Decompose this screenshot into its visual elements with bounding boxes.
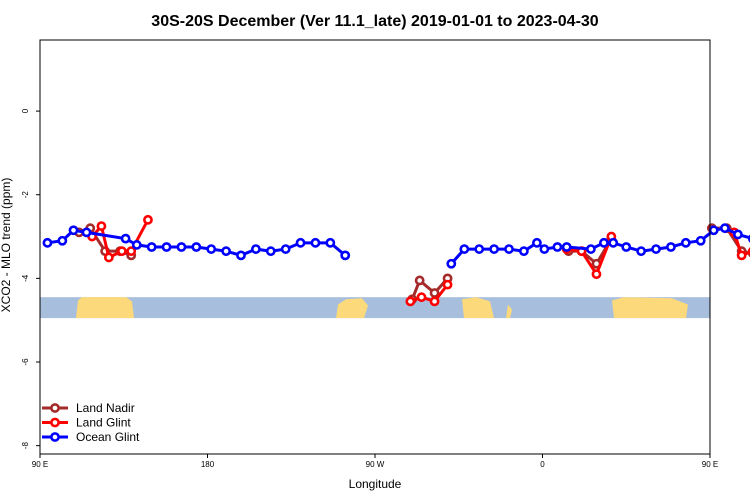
data-point bbox=[719, 223, 730, 234]
data-point bbox=[325, 237, 336, 248]
data-point bbox=[120, 233, 131, 244]
data-point bbox=[42, 237, 53, 248]
y-tick-label: -2 bbox=[21, 191, 30, 199]
x-tick-label: 90 E bbox=[32, 460, 48, 469]
data-point bbox=[414, 275, 425, 286]
legend-marker bbox=[50, 417, 60, 428]
data-point bbox=[206, 244, 217, 254]
data-point bbox=[236, 250, 246, 261]
data-point bbox=[131, 240, 142, 250]
data-point bbox=[504, 244, 514, 254]
series-line bbox=[566, 235, 613, 278]
land-shape bbox=[76, 297, 134, 319]
data-point bbox=[405, 296, 416, 307]
data-point bbox=[116, 246, 127, 257]
data-point bbox=[295, 237, 306, 248]
data-point bbox=[695, 235, 706, 246]
series-land-nadir bbox=[74, 223, 750, 305]
map-strip-land bbox=[76, 297, 688, 319]
data-point bbox=[736, 250, 747, 261]
data-point bbox=[96, 221, 107, 231]
data-point bbox=[57, 235, 68, 246]
data-point bbox=[651, 244, 661, 254]
data-point bbox=[429, 296, 440, 307]
legend-marker bbox=[50, 403, 60, 413]
legend-marker bbox=[50, 432, 60, 442]
data-point bbox=[442, 279, 453, 290]
data-point bbox=[599, 237, 609, 248]
map-strip-ocean bbox=[40, 297, 710, 319]
data-point bbox=[459, 244, 470, 254]
y-tick-label: -6 bbox=[21, 358, 30, 366]
data-point bbox=[265, 246, 276, 257]
data-point bbox=[561, 242, 572, 252]
data-point bbox=[250, 244, 261, 254]
series-ocean-glint bbox=[42, 223, 750, 269]
series-line bbox=[732, 231, 750, 258]
y-tick-label: -8 bbox=[21, 442, 30, 450]
data-point bbox=[146, 242, 157, 252]
legend-label: Ocean Glint bbox=[76, 430, 140, 444]
data-point bbox=[636, 246, 647, 257]
data-point bbox=[340, 250, 351, 261]
series-line bbox=[409, 283, 449, 304]
data-point bbox=[539, 244, 550, 254]
data-point bbox=[429, 288, 440, 298]
data-point bbox=[680, 237, 691, 248]
y-tick-label: 0 bbox=[21, 108, 30, 113]
data-point bbox=[621, 242, 632, 252]
data-point bbox=[143, 214, 153, 225]
series-layer bbox=[42, 214, 750, 307]
legend-item: Land Nadir bbox=[42, 401, 135, 415]
chart-title: 30S-20S December (Ver 11.1_late) 2019-01… bbox=[151, 13, 599, 30]
data-point bbox=[191, 242, 202, 252]
data-point bbox=[552, 242, 563, 252]
series-land-glint bbox=[87, 214, 750, 307]
x-tick-label: 180 bbox=[201, 460, 215, 469]
data-point bbox=[103, 252, 114, 263]
x-axis-label: Longitude bbox=[349, 477, 402, 491]
land-shape bbox=[612, 297, 688, 319]
legend-item: Ocean Glint bbox=[42, 430, 140, 444]
y-tick-label: -4 bbox=[21, 274, 30, 282]
land-shape bbox=[462, 297, 494, 319]
data-point bbox=[126, 246, 137, 257]
land-shape bbox=[506, 304, 512, 319]
data-point bbox=[416, 292, 427, 303]
data-point bbox=[489, 244, 500, 254]
data-point bbox=[518, 246, 529, 257]
data-point bbox=[446, 258, 457, 269]
series-line bbox=[410, 277, 449, 300]
x-axis: 90 E 180 90 W 0 90 E bbox=[32, 454, 718, 469]
data-point bbox=[733, 229, 743, 240]
legend-label: Land Glint bbox=[76, 416, 131, 430]
data-point bbox=[81, 227, 92, 238]
legend-item: Land Glint bbox=[42, 416, 131, 430]
y-axis: 0 -2 -4 -6 -8 bbox=[21, 108, 40, 449]
data-point bbox=[591, 269, 602, 280]
data-point bbox=[708, 225, 719, 236]
data-point bbox=[532, 237, 542, 248]
data-point bbox=[310, 237, 321, 248]
data-point bbox=[221, 246, 232, 257]
data-point bbox=[608, 237, 619, 248]
x-tick-label: 0 bbox=[540, 460, 545, 469]
data-point bbox=[161, 242, 172, 252]
y-axis-label: XCO2 - MLO trend (ppm) bbox=[0, 178, 13, 313]
land-shape bbox=[336, 298, 368, 319]
data-point bbox=[280, 244, 291, 254]
map-strip bbox=[40, 297, 710, 319]
data-point bbox=[68, 225, 79, 236]
data-point bbox=[176, 242, 187, 252]
data-point bbox=[474, 244, 485, 254]
data-point bbox=[666, 242, 676, 252]
x-tick-label: 90 E bbox=[702, 460, 718, 469]
data-point bbox=[585, 244, 596, 254]
x-tick-label: 90 W bbox=[366, 460, 385, 469]
legend-label: Land Nadir bbox=[76, 401, 135, 415]
